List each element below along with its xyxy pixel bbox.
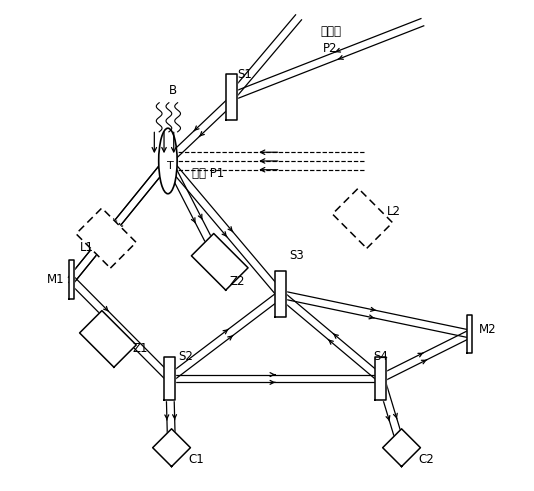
Ellipse shape [159, 128, 177, 194]
Text: T: T [167, 161, 174, 171]
Text: Z2: Z2 [230, 275, 245, 288]
Polygon shape [375, 356, 386, 400]
Polygon shape [153, 429, 191, 466]
Text: M2: M2 [478, 323, 496, 336]
Polygon shape [333, 188, 392, 248]
Polygon shape [69, 260, 74, 299]
Polygon shape [226, 74, 237, 120]
Text: M1: M1 [46, 273, 64, 286]
Polygon shape [76, 208, 136, 268]
Polygon shape [276, 272, 286, 318]
Text: Z1: Z1 [132, 342, 148, 355]
Text: B: B [169, 84, 177, 97]
Text: S1: S1 [238, 68, 252, 82]
Polygon shape [191, 234, 248, 290]
Text: S2: S2 [178, 350, 193, 363]
Text: 强光 P1: 强光 P1 [192, 166, 224, 180]
Text: C1: C1 [189, 453, 205, 466]
Polygon shape [383, 429, 420, 466]
Polygon shape [467, 315, 472, 354]
Text: C2: C2 [419, 453, 434, 466]
Text: P2: P2 [323, 42, 337, 55]
Polygon shape [164, 356, 175, 400]
Text: S4: S4 [373, 350, 388, 363]
Text: 探测光: 探测光 [320, 26, 341, 38]
Text: L2: L2 [387, 205, 400, 218]
Text: S3: S3 [289, 249, 304, 262]
Polygon shape [80, 311, 136, 367]
Text: L1: L1 [80, 241, 93, 254]
